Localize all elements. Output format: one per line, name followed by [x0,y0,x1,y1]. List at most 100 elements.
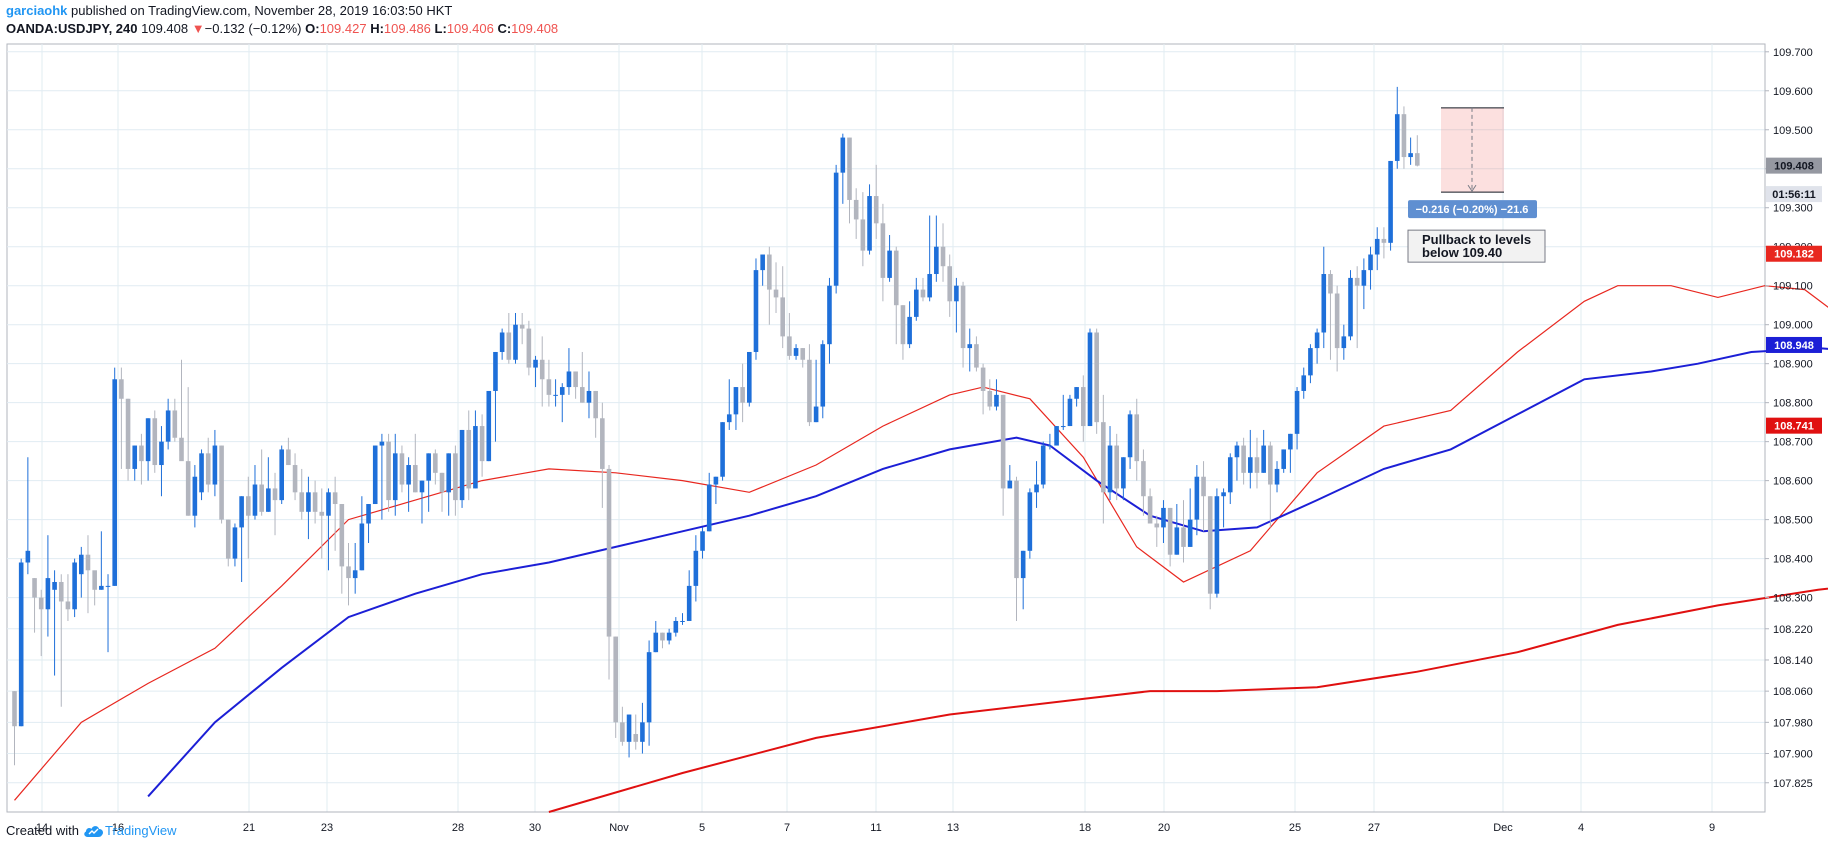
candle-up [18,562,24,727]
candle-up [252,484,258,516]
x-tick-label: 21 [243,822,255,834]
candle-up [726,414,732,423]
price-tag-label: 108.741 [1774,421,1814,433]
author-link[interactable]: garciaohk [6,3,68,18]
range-annotation[interactable]: −0.216 (−0.20%) −21.6 Pullback to levelsb… [1407,107,1546,263]
candle-down [980,367,986,391]
candle-up [372,445,378,505]
y-tick-label: 108.140 [1773,655,1813,667]
candle-down [272,488,278,501]
candle-down [1154,523,1160,528]
candle-down [893,250,899,306]
candle-up [352,570,358,579]
candle-down [12,691,17,727]
candle-down [787,336,792,356]
candle-down [1201,476,1206,497]
candle-up [813,406,819,423]
x-tick-label: 30 [529,822,541,834]
candle-down [947,266,952,302]
candle-up [553,394,558,396]
candle-up [1161,507,1166,528]
candle-up [1214,496,1220,594]
candle-down [807,359,812,423]
change-value: −0.132 (−0.12%) [204,21,302,36]
close-label: C: [497,21,512,36]
candle-down [65,601,71,610]
candle-down [740,387,745,403]
candle-up [366,504,371,524]
tradingview-cloud-icon [84,825,103,837]
candle-up [306,492,311,512]
candle-up [1034,484,1039,493]
candle-up [1054,426,1059,446]
candle-up [1394,114,1400,161]
time-axis[interactable]: 14 16 21 23 28 30 Nov 5 7 11 13 18 20 25 27 Dec 4 9 [36,822,1715,834]
candle-down [466,429,472,489]
candle-up [747,351,752,403]
candle-up [99,585,104,590]
price-tag-bg [1766,186,1822,203]
candle-up [646,652,652,723]
x-tick-label: 7 [784,822,790,834]
price-tags: 109.408 01:56:11 109.182 108.948 108.741 [1766,157,1822,434]
candle-up [473,426,478,489]
candle-down [205,453,211,485]
candle-down [246,496,251,516]
created-with-text: Created with [6,823,79,838]
candle-down [1334,293,1340,349]
x-tick-label: 28 [452,822,464,834]
candle-up [1020,550,1026,579]
candle-up [419,480,425,493]
x-tick-label: 18 [1079,822,1091,834]
candle-down [940,246,946,267]
candle-up [640,722,645,742]
candle-down [453,453,458,501]
candle-down [85,554,91,571]
y-tick-label: 108.900 [1773,359,1813,371]
x-tick-label: 9 [1709,822,1715,834]
y-tick-label: 107.980 [1773,717,1813,729]
high-label: H: [370,21,384,36]
candle-up [827,285,832,345]
candle-up [145,418,151,462]
candle-up [132,445,138,469]
candle-up [626,714,632,742]
candle-up [1274,468,1280,485]
candle-down [1147,496,1153,524]
candle-down [386,441,391,501]
candle-up [486,390,492,462]
candle-up [1127,414,1133,458]
candle-up [1348,277,1353,337]
candle-up [653,632,659,653]
candle-up [446,453,451,493]
candle-up [1301,375,1307,391]
candle-down [1354,277,1360,286]
candle-down [573,371,578,388]
change-down-arrow-icon: ▼ [191,21,205,36]
candle-down [439,472,445,493]
candle-up [666,632,672,641]
candle-down [773,289,779,298]
candle-up [159,441,164,466]
candle-up [359,523,365,571]
x-tick-label: 25 [1289,822,1301,834]
candle-up [1227,457,1233,493]
candle-up [1294,390,1300,434]
candle-down [259,484,264,512]
candle-up [112,379,117,586]
y-tick-label: 108.500 [1773,515,1813,527]
candle-down [433,453,438,473]
candle-up [887,250,892,278]
candle-up [907,316,912,345]
candle-down [1181,527,1186,547]
y-tick-label: 107.825 [1773,778,1813,790]
candle-up [493,351,498,391]
candle-down [1207,496,1213,594]
candle-down [526,328,532,368]
candle-down [1114,445,1119,489]
candle-down [800,348,806,360]
candle-down [332,492,338,505]
candle-down [660,632,665,641]
tradingview-logo[interactable]: TradingView [83,823,177,838]
